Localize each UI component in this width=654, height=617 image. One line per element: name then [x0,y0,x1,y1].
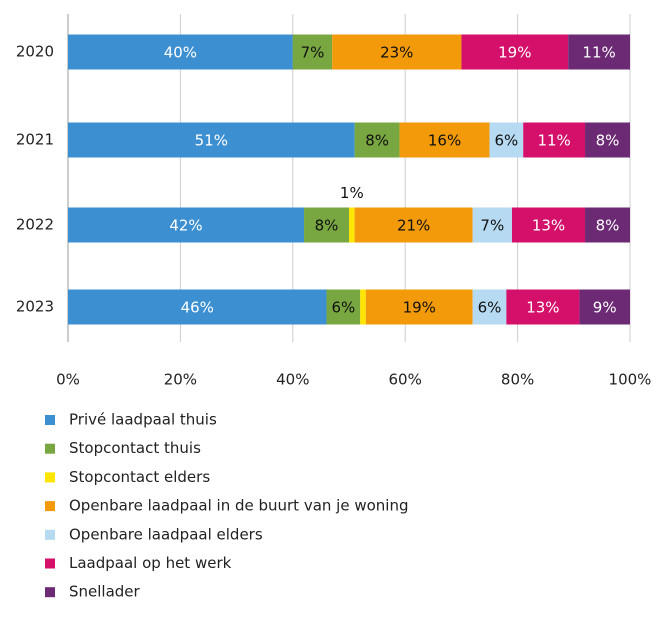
bar-segment [360,289,366,325]
y-tick-label: 2022 [16,216,54,234]
data-label: 6% [478,299,502,317]
legend-swatch [45,529,55,540]
data-label: 13% [526,299,559,317]
bar-segment [292,34,333,70]
bar-segment [585,207,630,243]
bar-segment [349,207,355,243]
data-label: 6% [331,299,355,317]
data-label: 11% [582,44,615,62]
legend-label: Privé laadpaal thuis [69,411,217,429]
bar-segment [472,289,507,325]
bar-segment [506,289,580,325]
data-label: 19% [498,44,531,62]
legend-swatch [45,443,55,454]
bar-segment [68,122,355,158]
legend-swatch [45,472,55,483]
y-tick-label: 2020 [16,43,54,61]
data-label: 7% [480,217,504,235]
bar-segment [304,207,349,243]
data-label: 8% [365,132,389,150]
data-label: 6% [494,132,518,150]
data-label: 8% [596,217,620,235]
data-label: 11% [537,132,570,150]
data-label: 8% [596,132,620,150]
legend-label: Openbare laadpaal elders [69,525,263,543]
bar-segment [568,34,630,70]
bar-segment [523,122,586,158]
data-label: 42% [169,217,202,235]
bar-segment [585,122,630,158]
legend-label: Stopcontact elders [69,468,210,486]
bar-segment [68,34,293,70]
x-tick-label: 80% [501,371,534,389]
data-label: 46% [181,299,214,317]
bar-segment [332,34,462,70]
legend-swatch [45,558,55,569]
data-label: 9% [593,299,617,317]
legend-label: Openbare laadpaal in de buurt van je won… [69,497,409,515]
bar-segment [365,289,473,325]
legend-swatch [45,501,55,512]
y-tick-label: 2023 [16,298,54,316]
x-tick-label: 60% [389,371,422,389]
data-label: 21% [397,217,430,235]
x-tick-label: 40% [276,371,309,389]
bar-segment [579,289,630,325]
legend-label: Snellader [69,583,141,601]
bar-segment [472,207,512,243]
bar-segment [326,289,361,325]
legend-swatch [45,587,55,598]
legend-swatch [45,415,55,425]
x-tick-label: 100% [609,371,652,389]
data-label: 40% [164,44,197,62]
data-label: 1% [340,184,364,202]
x-tick-label: 20% [164,371,197,389]
data-label: 51% [195,132,228,150]
bar-segment [68,207,305,243]
legend-label: Stopcontact thuis [69,439,201,457]
bar-segment [489,122,524,158]
bar-segment [68,289,327,325]
bar-segment [511,207,586,243]
y-tick-label: 2021 [16,131,54,149]
bar-segment [354,122,400,158]
data-label: 8% [315,217,339,235]
data-label: 7% [301,44,325,62]
bar-segment [354,207,473,243]
bar-segment [461,34,569,70]
data-label: 19% [403,299,436,317]
data-label: 23% [380,44,413,62]
data-label: 16% [428,132,461,150]
legend-label: Laadpaal op het werk [69,554,232,572]
x-tick-label: 0% [56,371,80,389]
data-label: 13% [532,217,565,235]
bar-segment [399,122,490,158]
